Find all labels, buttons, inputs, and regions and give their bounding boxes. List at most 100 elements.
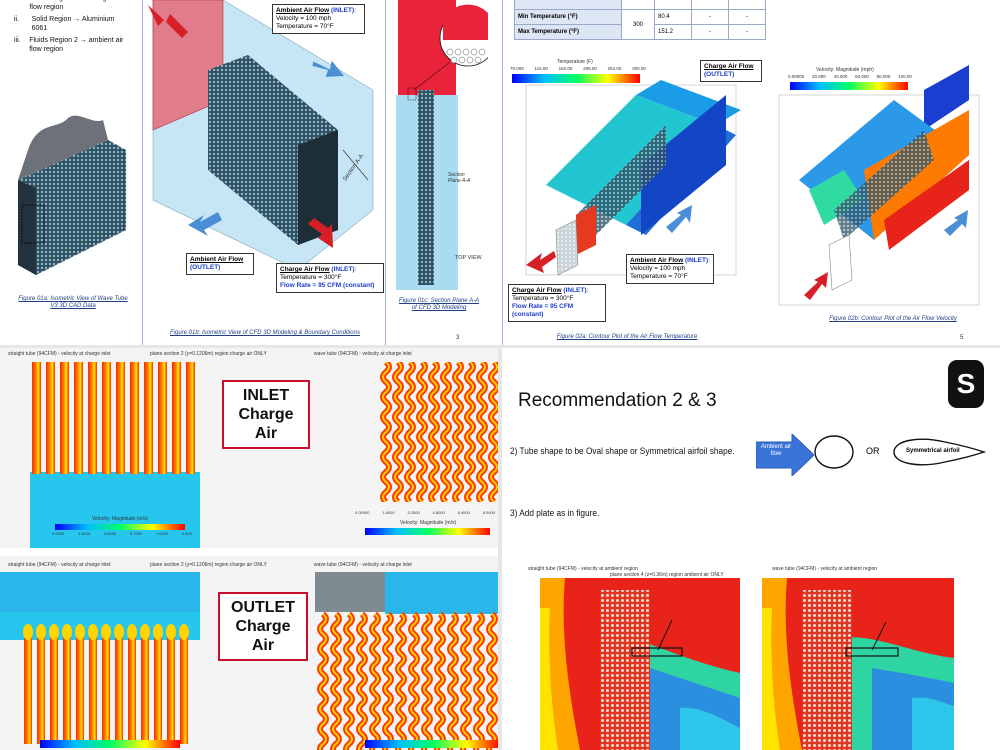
straight-tube-stripe [76, 634, 84, 744]
cad-render [18, 115, 126, 275]
straight-tube-stripe [128, 634, 136, 744]
temperature-table: Min Temperature (°F) 300 80.4- - Max Temper… [514, 0, 766, 40]
ambient-inlet-label: Ambient Air Flow (INLET): Velocity = 100… [626, 254, 714, 284]
top-view-label: TOP VIEW [455, 255, 482, 261]
straight-tube-stripe [186, 362, 195, 474]
header-plane-section: plane section 2 (y=0.1206m) region charg… [150, 351, 267, 357]
wave-tube-core [384, 613, 392, 750]
velocity-colorbar [365, 528, 490, 535]
wave-tube-core [423, 613, 431, 750]
list-item: i.Fluids Region 1 → charge air flow regi… [14, 0, 120, 11]
straight-tube-stripe [24, 634, 32, 744]
straight-tube-stripe [115, 634, 123, 744]
straight-tube-stripe [102, 634, 110, 744]
table-row [514, 0, 766, 10]
wave-tube-core [394, 362, 402, 502]
oval-shape-icon [814, 435, 854, 469]
straight-tube-stripe [141, 634, 149, 744]
caption-figure-02b: Figure 02b: Contour Plot of the Air Flow… [829, 316, 957, 322]
wave-tube-core [475, 613, 483, 750]
wave-tube-core [466, 362, 474, 502]
wave-tube-core [406, 362, 414, 502]
tube-inlet-hotspot [36, 624, 46, 640]
region-list: i.Fluids Region 1 → charge air flow regi… [14, 0, 129, 54]
wave-tube-core [382, 362, 390, 502]
wave-tube-core [397, 613, 405, 750]
caption-figure-01a: Figure 01a: Isometric View of Wave Tube … [18, 296, 128, 309]
header-straight-tube: straight tube (94CFM) - velocity at char… [8, 351, 111, 357]
straight-tube-stripe [116, 362, 125, 474]
wave-tube-core [418, 362, 426, 502]
velocity-colorbar [55, 524, 185, 530]
caption-figure-02a: Figure 02a: Contour Plot of the Air Flow… [556, 334, 698, 340]
wave-tube-inlet-contour [380, 362, 500, 502]
slide-cfd-modeling: i.Fluids Region 1 → charge air flow regi… [0, 0, 498, 345]
velocity-ticks: 0.00000 1.6000 3.2000 4.8000 6.4000 8.0000 [355, 510, 495, 515]
slide-contour-results: Min Temperature (°F) 300 80.4- - Max Temper… [502, 0, 1000, 345]
straight-tube-stripe [63, 634, 71, 744]
wave-tube-core [449, 613, 457, 750]
straight-tube-stripe [50, 634, 58, 744]
tube-inlet-hotspot [75, 624, 85, 640]
ambient-air-flow-arrow: Ambient air flow [755, 432, 815, 478]
header-straight-tube: straight tube (94CFM) - velocity at ambi… [528, 566, 638, 572]
charge-outlet-label: Charge Air Flow (OUTLET) [700, 60, 762, 82]
or-label: OR [866, 446, 880, 456]
straight-tube-stripe [89, 634, 97, 744]
outlet-charge-air-title: OUTLET Charge Air [218, 592, 308, 661]
inlet-charge-air-title: INLET Charge Air [222, 380, 310, 449]
wave-tube-core [490, 362, 498, 502]
velocity-legend-title: Velocity: Magnitude (m/s) [92, 516, 149, 522]
app-logo: S [948, 360, 984, 408]
tube-inlet-hotspot [166, 624, 176, 640]
straight-tube-stripe [74, 362, 83, 474]
airfoil-label: Symmetrical airfoil [906, 448, 960, 454]
table-row: Max Temperature (°F) 151.2- - [514, 24, 766, 40]
tube-inlet-hotspot [62, 624, 72, 640]
straight-tube-stripe [130, 362, 139, 474]
ambient-outlet-label: Ambient Air Flow (OUTLET) [186, 253, 254, 275]
header-plane-section: plane section 4 (z=0.36m) region ambient… [610, 572, 724, 578]
velocity-legend-title: Velocity: Magnitude (mph) [816, 67, 874, 73]
airfoil-shape-icon [893, 438, 986, 466]
slide-inlet-charge-air: straight tube (94CFM) - velocity at char… [0, 348, 500, 548]
wave-tube-core [462, 613, 470, 750]
page-number: 5 [960, 335, 964, 341]
tube-inlet-hotspot [179, 624, 189, 640]
charge-inlet-label: Charge Air Flow (INLET): Temperature = 3… [276, 263, 384, 293]
ambient-inlet-label: Ambient Air Flow (INLET): Velocity = 100… [272, 4, 365, 34]
wave-tube-core [454, 362, 462, 502]
caption-figure-01c: Figure 01c: Section Plane A-A of CFD 3D … [398, 298, 480, 311]
header-wave-tube: wave tube (94CFM) - velocity at charge i… [314, 562, 412, 568]
straight-tube-stripe [144, 362, 153, 474]
straight-tube-stripe [154, 634, 162, 744]
velocity-legend-title: Velocity: Magnitude (m/s) [400, 520, 457, 526]
straight-tube-stripe [167, 634, 175, 744]
header-wave-tube: wave tube (94CFM) - velocity at charge i… [314, 351, 412, 357]
tube-inlet-hotspot [127, 624, 137, 640]
wave-tube-core [332, 613, 340, 750]
straight-tube-stripe [37, 634, 45, 744]
straight-tube-stripe [102, 362, 111, 474]
divider [502, 0, 503, 345]
header-straight-tube: straight tube (94CFM) - velocity at char… [8, 562, 111, 568]
temperature-colorbar [512, 74, 640, 83]
section-plane-label: Section Plane A-A [448, 172, 471, 184]
wave-tube-core [430, 362, 438, 502]
wave-tube-core [358, 613, 366, 750]
straight-tube-stripe [46, 362, 55, 474]
temperature-ticks: 70.000 116.00 162.00 208.00 254.00 300.00 [510, 66, 646, 71]
tube-inlet-hotspot [114, 624, 124, 640]
table-row: Min Temperature (°F) 300 80.4- - [514, 9, 766, 40]
straight-tube-stripe [158, 362, 167, 474]
list-item: ii. Solid Region → Aluminium 6061 [14, 16, 115, 32]
wave-tube-core [319, 613, 327, 750]
tube-inlet-hotspot [88, 624, 98, 640]
temperature-legend-title: Temperature (F) [557, 59, 593, 65]
slide-outlet-charge-air: straight tube (94CFM) - velocity at char… [0, 556, 500, 750]
tube-inlet-hotspot [49, 624, 59, 640]
page-number: 3 [456, 335, 460, 341]
caption-figure-01b: Figure 01b: Isometric View of CFD 3D Mod… [170, 330, 360, 336]
wave-tube-core [478, 362, 486, 502]
tube-inlet-hotspot [23, 624, 33, 640]
